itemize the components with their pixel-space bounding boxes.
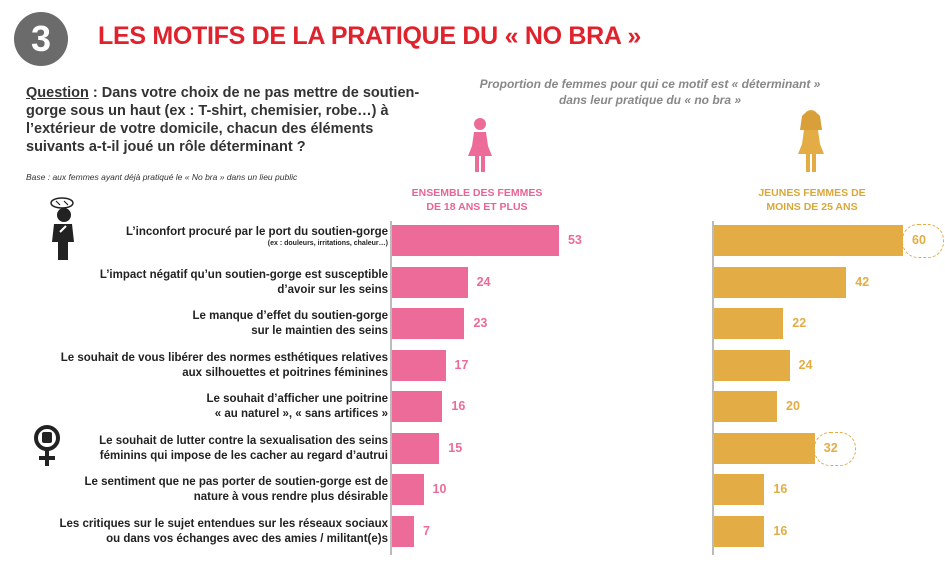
bar-all-women [392, 349, 446, 381]
value-label-all-women: 24 [476, 274, 491, 289]
value-label-all-women: 15 [448, 440, 463, 455]
chart-subtitle-line2: dans leur pratique du « no bra » [558, 93, 742, 107]
category-label: L’impact négatif qu’un soutien-gorge est… [8, 268, 388, 298]
series-header-all-women: ENSEMBLE DES FEMMES DE 18 ANS ET PLUS [392, 186, 562, 214]
highlight-circle [813, 431, 856, 466]
bar-all-women [392, 225, 559, 256]
value-label-all-women: 16 [451, 399, 466, 413]
value-label-all-women: 17 [454, 357, 469, 372]
category-label-line2: nature à vous rendre plus désirable [193, 491, 388, 503]
bar-young-women [714, 266, 847, 298]
category-label: Le sentiment que ne pas porter de soutie… [8, 475, 388, 505]
category-label-line2: sur le maintien des seins [251, 325, 388, 337]
series-header-young-women-line2: MOINS DE 25 ANS [766, 201, 858, 213]
category-label-line1: Le souhait de vous libérer des normes es… [60, 351, 388, 364]
feminist-fist-icon [34, 425, 60, 466]
base-note: Base : aux femmes ayant déjà pratiqué le… [26, 172, 298, 182]
category-label: Le souhait de lutter contre la sexualisa… [8, 434, 388, 464]
category-label-line2: d’avoir sur les seins [277, 283, 388, 296]
bar-all-women [392, 515, 415, 547]
bar-young-women [714, 308, 784, 339]
question-text: : Dans votre choix de ne pas mettre de s… [26, 85, 420, 155]
bar-young-women [714, 225, 903, 256]
value-label-all-women: 7 [423, 523, 430, 538]
category-label-line1: L’inconfort procuré par le port du souti… [126, 226, 388, 238]
category-label: Le souhait d’afficher une poitrine « au n… [8, 392, 388, 422]
value-label-young-women: 20 [786, 399, 800, 413]
section-number-badge: 3 [14, 12, 68, 66]
category-label-line2: féminins qui impose de les cacher au reg… [99, 449, 388, 462]
category-label-line2: ou dans vos échanges avec des amies / mi… [106, 532, 388, 545]
category-label: Le manque d’effet du soutien-gorge sur le… [8, 309, 388, 339]
value-label-all-women: 53 [567, 233, 582, 247]
page-title: LES MOTIFS DE LA PRATIQUE DU « NO BRA » [98, 22, 641, 50]
category-label-line1: Le souhait de lutter contre la sexualisa… [99, 434, 388, 447]
bar-all-women [392, 308, 465, 339]
bar-young-women [714, 432, 815, 464]
category-label-line2: aux silhouettes et poitrines féminines [182, 366, 388, 379]
bar-young-women [714, 474, 765, 505]
category-label-line1: Le manque d’effet du soutien-gorge [192, 310, 388, 322]
value-label-young-women: 42 [855, 274, 870, 289]
bar-all-women [392, 474, 424, 505]
chart-subtitle: Proportion de femmes pour qui ce motif e… [440, 76, 860, 108]
value-label-young-women: 22 [792, 316, 807, 330]
chart-subtitle-line1: Proportion de femmes pour qui ce motif e… [479, 77, 821, 91]
value-label-all-women: 10 [432, 482, 447, 496]
bar-young-women [714, 515, 765, 547]
series-header-young-women: JEUNES FEMMES DE MOINS DE 25 ANS [722, 186, 902, 214]
discomfort-person-icon [50, 197, 74, 260]
highlight-circle [902, 224, 944, 258]
woman-pink-icon [468, 118, 492, 172]
category-label: Les critiques sur le sujet entendues sur… [8, 517, 388, 547]
value-label-all-women: 23 [473, 316, 488, 330]
series-header-all-women-line1: ENSEMBLE DES FEMMES [411, 187, 543, 199]
bar-all-women [392, 391, 443, 422]
value-label-young-women: 16 [773, 482, 788, 496]
question-label: Question [26, 85, 89, 101]
category-label-line1: Les critiques sur le sujet entendues sur… [59, 517, 388, 530]
axis-line-young-women [712, 221, 714, 555]
category-label: L’inconfort procuré par le port du souti… [8, 225, 388, 247]
bar-all-women [392, 266, 468, 298]
category-label-line1: Le souhait d’afficher une poitrine [206, 393, 388, 405]
category-label-line1: Le sentiment que ne pas porter de soutie… [84, 476, 388, 488]
category-label: Le souhait de vous libérer des normes es… [8, 351, 388, 381]
value-label-young-women: 16 [773, 523, 788, 538]
question-block: Question : Dans votre choix de ne pas me… [26, 84, 426, 156]
value-label-young-women: 24 [798, 357, 813, 372]
series-header-all-women-line2: DE 18 ANS ET PLUS [426, 201, 528, 213]
bar-all-women [392, 432, 440, 464]
category-label-line1: L’impact négatif qu’un soutien-gorge est… [99, 268, 388, 281]
young-woman-gold-icon [798, 110, 824, 172]
category-label-line2: « au naturel », « sans artifices » [214, 408, 388, 420]
bar-young-women [714, 391, 777, 422]
bar-young-women [714, 349, 790, 381]
series-header-young-women-line1: JEUNES FEMMES DE [758, 187, 866, 199]
category-label-note: (ex : douleurs, irritations, chaleur…) [267, 240, 388, 247]
axis-line-all-women [390, 221, 392, 555]
